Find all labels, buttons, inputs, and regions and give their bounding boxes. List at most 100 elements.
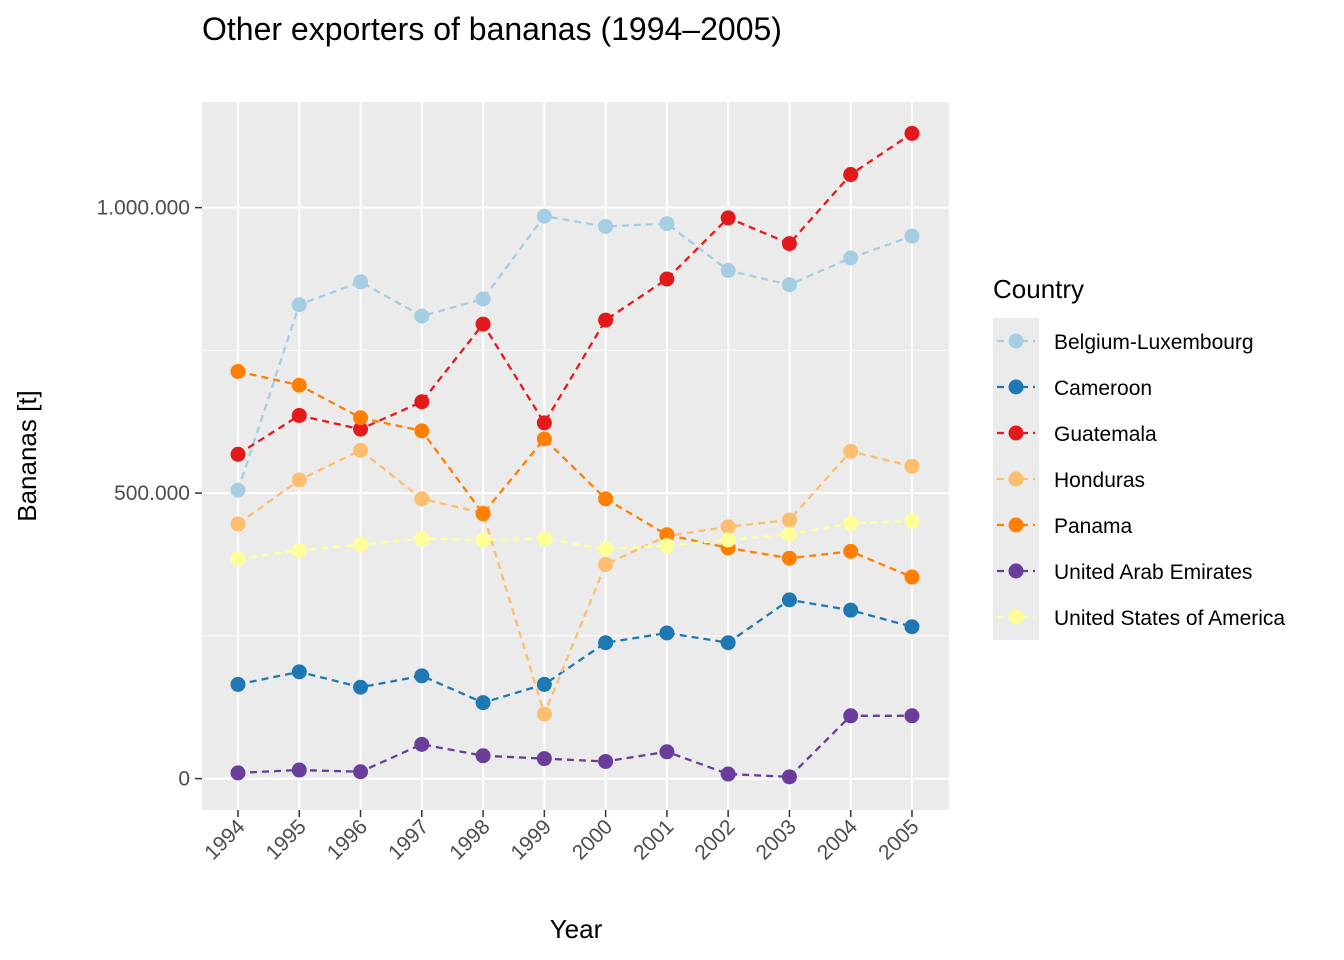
data-point-united-arab-emirates xyxy=(475,748,491,764)
data-point-united-arab-emirates xyxy=(781,769,797,785)
data-point-cameroon xyxy=(353,679,369,695)
data-point-guatemala xyxy=(781,236,797,252)
legend-label-guatemala: Guatemala xyxy=(1054,423,1157,446)
x-tick-label: 1996 xyxy=(323,815,372,864)
data-point-guatemala xyxy=(904,125,920,141)
x-tick-label: 1997 xyxy=(384,815,433,864)
data-point-united-states-of-america xyxy=(414,531,430,547)
data-point-belgium-luxembourg xyxy=(536,208,552,224)
legend-label-cameroon: Cameroon xyxy=(1054,377,1152,400)
legend-label-belgium-luxembourg: Belgium-Luxembourg xyxy=(1054,331,1254,354)
series-line-cameroon xyxy=(237,598,913,704)
data-point-united-arab-emirates xyxy=(843,708,859,724)
x-tick-label: 2001 xyxy=(629,815,678,864)
data-point-united-states-of-america xyxy=(904,513,920,529)
data-point-belgium-luxembourg xyxy=(904,228,920,244)
data-point-honduras xyxy=(353,442,369,458)
data-point-panama xyxy=(291,377,307,393)
series-line-united-arab-emirates xyxy=(237,714,912,779)
data-point-cameroon xyxy=(536,676,552,692)
legend-label-honduras: Honduras xyxy=(1054,469,1145,492)
x-tick-label: 2005 xyxy=(874,815,923,864)
data-point-united-states-of-america xyxy=(843,515,859,531)
data-point-united-arab-emirates xyxy=(353,764,369,780)
data-point-guatemala xyxy=(536,415,552,431)
data-point-cameroon xyxy=(230,676,246,692)
data-point-united-arab-emirates xyxy=(414,736,430,752)
data-point-belgium-luxembourg xyxy=(353,274,369,290)
data-point-united-states-of-america xyxy=(659,538,675,554)
grid-major xyxy=(202,102,949,810)
data-point-united-arab-emirates xyxy=(598,753,614,769)
x-tick-label: 2002 xyxy=(690,815,739,864)
data-point-belgium-luxembourg xyxy=(230,482,246,498)
data-point-cameroon xyxy=(598,635,614,651)
series-lines xyxy=(236,132,913,779)
data-point-cameroon xyxy=(291,664,307,680)
y-axis-label: Bananas [t] xyxy=(12,390,42,522)
data-point-belgium-luxembourg xyxy=(781,277,797,293)
legend-key-point-united-arab-emirates xyxy=(1008,563,1024,579)
data-point-panama xyxy=(843,543,859,559)
series-line-united-states-of-america xyxy=(237,519,913,560)
data-point-united-states-of-america xyxy=(291,542,307,558)
y-tick-label: 500.000 xyxy=(114,482,190,505)
legend-key-point-honduras xyxy=(1008,471,1024,487)
y-tick-label: 1.000.000 xyxy=(97,197,190,220)
x-tick-label: 1995 xyxy=(262,815,311,864)
data-point-united-arab-emirates xyxy=(291,762,307,778)
plot-panel xyxy=(202,102,949,810)
x-tick-label: 2004 xyxy=(813,815,863,865)
legend-key-point-cameroon xyxy=(1008,379,1024,395)
y-tick-label: 0 xyxy=(178,768,190,791)
data-point-honduras xyxy=(843,443,859,459)
data-point-honduras xyxy=(781,512,797,528)
data-point-guatemala xyxy=(720,210,736,226)
data-point-cameroon xyxy=(904,619,920,635)
data-point-cameroon xyxy=(475,695,491,711)
data-point-guatemala xyxy=(291,407,307,423)
data-point-guatemala xyxy=(353,421,369,437)
legend-key-point-guatemala xyxy=(1008,425,1024,441)
x-tick-label: 1994 xyxy=(200,815,250,865)
legend-key-point-belgium-luxembourg xyxy=(1008,333,1024,349)
data-point-guatemala xyxy=(230,446,246,462)
x-tick-label: 2000 xyxy=(568,815,617,864)
series-line-panama xyxy=(237,370,913,579)
data-point-honduras xyxy=(230,516,246,532)
data-point-belgium-luxembourg xyxy=(659,216,675,232)
data-point-united-arab-emirates xyxy=(904,708,920,724)
data-point-honduras xyxy=(291,472,307,488)
data-point-united-states-of-america xyxy=(720,532,736,548)
data-point-guatemala xyxy=(659,271,675,287)
data-point-guatemala xyxy=(843,167,859,183)
data-point-belgium-luxembourg xyxy=(414,308,430,324)
data-point-panama xyxy=(414,423,430,439)
data-point-panama xyxy=(475,506,491,522)
legend-key-point-united-states-of-america xyxy=(1008,609,1024,625)
data-point-panama xyxy=(230,363,246,379)
data-point-cameroon xyxy=(720,635,736,651)
data-point-united-arab-emirates xyxy=(536,751,552,767)
legend-key-point-panama xyxy=(1008,517,1024,533)
data-point-panama xyxy=(598,491,614,507)
data-point-panama xyxy=(904,569,920,585)
data-point-united-arab-emirates xyxy=(659,744,675,760)
data-point-honduras xyxy=(720,519,736,535)
chart-title: Other exporters of bananas (1994–2005) xyxy=(202,11,782,47)
data-point-guatemala xyxy=(414,394,430,410)
data-point-united-arab-emirates xyxy=(230,765,246,781)
series-line-honduras xyxy=(237,448,913,718)
x-tick-label: 1998 xyxy=(445,815,494,864)
data-point-panama xyxy=(353,410,369,426)
data-point-belgium-luxembourg xyxy=(843,250,859,266)
legend-label-panama: Panama xyxy=(1054,515,1133,538)
data-point-belgium-luxembourg xyxy=(475,291,491,307)
legend-label-united-arab-emirates: United Arab Emirates xyxy=(1054,561,1252,584)
data-point-panama xyxy=(659,527,675,543)
data-point-united-states-of-america xyxy=(230,551,246,567)
data-point-united-states-of-america xyxy=(536,531,552,547)
x-axis: 1994 1995 1996 1997 1998 1999 2000 2001 2002 2003… xyxy=(200,810,924,865)
y-axis: 0 500.000 1.000.000 xyxy=(97,197,202,791)
